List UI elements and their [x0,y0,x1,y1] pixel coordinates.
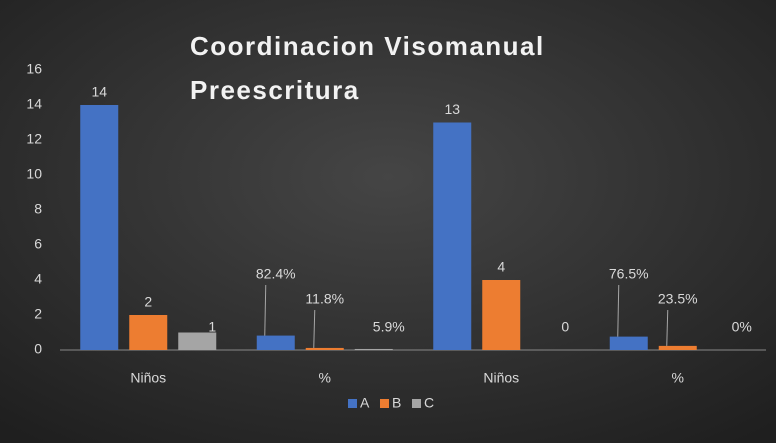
bar [129,315,168,350]
legend-swatch [348,399,357,408]
leader-line [264,284,267,336]
chart-title: Preescritura [190,75,360,105]
y-tick-label: 12 [26,131,42,147]
data-label: 1 [208,319,216,335]
y-tick-label: 6 [34,236,42,252]
leader-line [666,309,669,346]
y-tick-label: 4 [34,271,42,287]
bar [482,280,521,350]
y-tick-label: 8 [34,201,42,217]
bar [658,345,697,350]
y-tick-label: 2 [34,306,42,322]
data-label: 0% [732,319,752,335]
y-tick-label: 16 [26,61,42,77]
y-tick-label: 14 [26,96,42,112]
leader-line [617,284,620,337]
legend-swatch [412,399,421,408]
data-label: 76.5% [609,266,649,282]
data-label: 11.8% [305,291,344,307]
legend-label: A [360,395,370,411]
x-tick-label: % [319,370,331,386]
leader-line [313,309,316,348]
bar [609,336,648,350]
legend-swatch [380,399,389,408]
bar [433,122,472,350]
y-tick-label: 10 [26,166,42,182]
legend-label: C [424,395,434,411]
y-tick-label: 0 [34,341,42,357]
data-label: 23.5% [658,291,698,307]
data-label: 2 [144,294,152,310]
data-label: 13 [444,101,460,117]
x-tick-label: % [672,370,684,386]
chart-title: Coordinacion Visomanual [190,31,545,61]
x-tick-label: Niños [130,370,166,386]
data-label: 14 [91,84,107,100]
data-label: 5.9% [373,319,405,335]
data-label: 4 [497,259,505,275]
bar [256,335,295,350]
bar [354,348,393,350]
bar [305,347,344,350]
x-tick-label: Niños [483,370,519,386]
bar [80,105,119,350]
legend-label: B [392,395,401,411]
data-label: 82.4% [256,266,296,282]
bar [178,332,217,350]
data-label: 0 [561,319,569,335]
